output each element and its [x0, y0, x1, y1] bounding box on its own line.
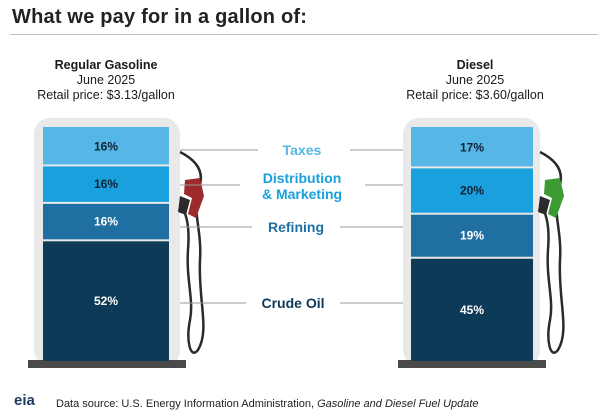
- label-taxes: Taxes: [283, 142, 322, 158]
- source-prefix: Data source: U.S. Energy Information Adm…: [56, 398, 318, 410]
- gasoline-bar-refining: [43, 203, 169, 240]
- eia-logo: eia: [14, 392, 35, 409]
- gasoline-value-label-taxes: 16%: [94, 140, 118, 154]
- gasoline-date: June 2025: [76, 73, 136, 87]
- gasoline-nozzle-icon: [178, 178, 204, 218]
- gasoline-name: Regular Gasoline: [54, 58, 158, 72]
- label-distribution-line2: & Marketing: [262, 186, 342, 202]
- gasoline-price: Retail price: $3.13/gallon: [37, 88, 175, 102]
- gasoline-header: Regular Gasoline June 2025 Retail price:…: [18, 58, 194, 103]
- label-crude-oil: Crude Oil: [261, 295, 324, 311]
- gasoline-value-label-crude: 52%: [94, 294, 118, 308]
- gasoline-pump-base: [28, 360, 186, 368]
- diesel-bar-taxes: [411, 127, 533, 167]
- label-distribution-line1: Distribution: [263, 170, 342, 186]
- diesel-pump-base: [398, 360, 546, 368]
- diesel-nozzle-icon: [538, 178, 564, 218]
- diesel-date: June 2025: [445, 73, 505, 87]
- diesel-price: Retail price: $3.60/gallon: [406, 88, 544, 102]
- diesel-bar-refining: [411, 214, 533, 257]
- gasoline-bar-distribution: [43, 166, 169, 202]
- diesel-header: Diesel June 2025 Retail price: $3.60/gal…: [380, 58, 570, 103]
- diesel-value-label-taxes: 17%: [460, 141, 484, 155]
- diesel-value-label-distribution: 20%: [460, 184, 484, 198]
- gasoline-bar-taxes: [43, 127, 169, 165]
- label-refining: Refining: [268, 219, 324, 235]
- data-source-note: Data source: U.S. Energy Information Adm…: [56, 398, 479, 410]
- diesel-value-label-refining: 19%: [460, 229, 484, 243]
- gasoline-value-label-distribution: 16%: [94, 177, 118, 191]
- gasoline-value-label-refining: 16%: [94, 215, 118, 229]
- page-title: What we pay for in a gallon of:: [12, 6, 308, 28]
- gasoline-bar-crude: [43, 241, 169, 361]
- source-title: Gasoline and Diesel Fuel Update: [317, 398, 479, 410]
- stacked-segments: 52% 16% 16% 16% 45% 19% 20% 17%: [43, 127, 533, 361]
- diesel-bar-distribution: [411, 168, 533, 213]
- diesel-bar-crude: [411, 258, 533, 361]
- title-divider: [10, 34, 598, 35]
- diesel-name: Diesel: [456, 58, 494, 72]
- diesel-value-label-crude: 45%: [460, 303, 484, 317]
